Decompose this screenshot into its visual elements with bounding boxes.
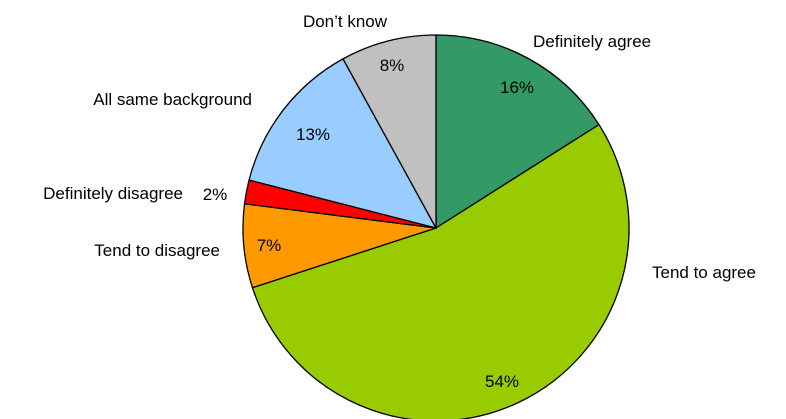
category-label-all-same-background: All same background — [93, 90, 252, 109]
slice-all-same-background — [248, 57, 438, 230]
percentage-labels: 16% 54% 7% 2% 13% 8% — [203, 56, 534, 391]
category-labels: Definitely agree Tend to agree Tend to dis… — [43, 12, 756, 282]
category-label-tend-to-agree: Tend to agree — [652, 263, 756, 282]
slice-tend-to-agree — [251, 123, 630, 419]
pct-label-tend-to-disagree: 7% — [257, 236, 282, 255]
category-label-definitely-disagree: Definitely disagree — [43, 184, 183, 203]
pie-slices — [242, 34, 630, 419]
pct-label-definitely-agree: 16% — [500, 78, 534, 97]
category-label-tend-to-disagree: Tend to disagree — [94, 241, 220, 260]
slice-definitely-agree — [435, 34, 600, 230]
category-label-don-t-know: Don’t know — [303, 12, 388, 31]
pct-label-don-t-know: 8% — [380, 56, 405, 75]
category-label-definitely-agree: Definitely agree — [533, 32, 651, 51]
pct-label-all-same-background: 13% — [296, 125, 330, 144]
slice-don-t-know — [342, 34, 437, 229]
pct-label-tend-to-agree: 54% — [485, 372, 519, 391]
pct-label-definitely-disagree: 2% — [203, 185, 228, 204]
